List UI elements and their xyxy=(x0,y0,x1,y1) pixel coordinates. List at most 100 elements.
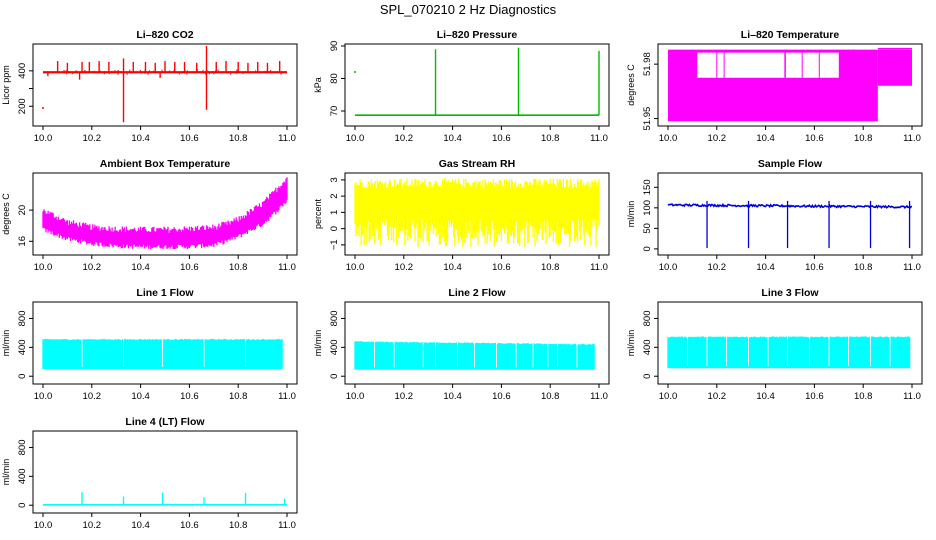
line1-xtick-label: 10.2 xyxy=(83,391,102,402)
pressure-ytick-label: 80 xyxy=(329,73,340,84)
line4-ylabel: ml/min xyxy=(1,459,11,486)
pressure-xtick-label: 10.2 xyxy=(395,133,414,144)
licor_temp-panel: Li–820 Temperature degrees C 10.0 10.2 10.4 1… xyxy=(626,29,923,144)
figure-title: SPL_070210 2 Hz Diagnostics xyxy=(379,2,557,17)
co2-point xyxy=(42,107,44,110)
co2-xtick-label: 10.0 xyxy=(34,133,53,144)
sample_flow-xtick-label: 10.0 xyxy=(659,262,678,273)
line2-xtick-label: 10.8 xyxy=(541,391,560,402)
line1-frame xyxy=(32,301,298,385)
line4-xtick-label: 10.0 xyxy=(34,520,53,531)
sample-flow-line xyxy=(667,202,913,210)
line1-xtick-label: 11.0 xyxy=(278,391,296,402)
co2-ylabel: Licor ppm xyxy=(1,65,11,105)
pressure-xtick-label: 10.0 xyxy=(346,133,365,144)
line4-ytick-label: 0 xyxy=(17,503,28,508)
rh-band xyxy=(354,178,600,248)
sample_flow-xtick-label: 10.8 xyxy=(854,262,873,273)
licor_temp-series xyxy=(668,47,912,122)
box_temp-series xyxy=(42,177,288,250)
licor_temp-ytick-label: 51.95 xyxy=(642,107,653,131)
line2-frame xyxy=(344,301,610,385)
line3-xtick-label: 10.6 xyxy=(805,391,824,402)
co2-panel: Li–820 CO2 Licor ppm 10.0 10.2 10.4 10.6 10.8 1… xyxy=(1,29,298,144)
licor-temp-right-block xyxy=(877,49,912,86)
co2-xtick-label: 10.4 xyxy=(131,133,150,144)
rh-ytick-label: 3 xyxy=(329,177,340,182)
line2-band xyxy=(354,341,595,370)
line2-ytick-label: 800 xyxy=(329,311,340,327)
line1-band xyxy=(42,338,283,369)
licor_temp-ytick-label: 51.98 xyxy=(642,52,653,76)
sample_flow-title: Sample Flow xyxy=(758,158,823,170)
line2-ylabel: ml/min xyxy=(313,330,323,357)
line3-ytick-label: 800 xyxy=(642,311,653,327)
line1-ytick-label: 400 xyxy=(17,339,28,355)
sample_flow-ytick-label: 0 xyxy=(642,246,653,251)
pressure-frame xyxy=(344,43,610,127)
line3-xtick-label: 10.4 xyxy=(756,391,775,402)
box_temp-xtick-label: 10.8 xyxy=(229,262,248,273)
rh-xtick-label: 10.0 xyxy=(346,262,365,273)
line3-band xyxy=(667,336,911,369)
rh-xtick-label: 10.4 xyxy=(443,262,462,273)
line1-title: Line 1 Flow xyxy=(136,287,194,299)
sample_flow-xtick-label: 10.4 xyxy=(756,262,775,273)
box_temp-xtick-label: 10.2 xyxy=(83,262,102,273)
pressure-xtick-label: 11.0 xyxy=(590,133,608,144)
rh-panel: Gas Stream RH percent 10.0 10.2 10.4 10.6 10.8… xyxy=(313,158,610,273)
licor_temp-xtick-label: 10.6 xyxy=(805,133,824,144)
rh-xtick-label: 10.6 xyxy=(492,262,511,273)
sample_flow-ytick-label: 150 xyxy=(642,179,653,195)
sample_flow-xtick-label: 10.2 xyxy=(708,262,727,273)
licor_temp-xtick-label: 11.0 xyxy=(903,133,921,144)
line3-ylabel: ml/min xyxy=(626,330,636,357)
co2-ytick-label: 200 xyxy=(17,98,28,114)
licor_temp-xtick-label: 10.8 xyxy=(854,133,873,144)
line1-xtick-label: 10.4 xyxy=(131,391,150,402)
box_temp-xtick-label: 10.6 xyxy=(180,262,199,273)
pressure-xtick-label: 10.8 xyxy=(541,133,560,144)
line4-frame xyxy=(32,430,298,514)
rh-ytick-label: 2 xyxy=(329,193,340,198)
licor_temp-xtick-label: 10.0 xyxy=(659,133,678,144)
line3-xtick-label: 10.0 xyxy=(659,391,678,402)
line2-title: Line 2 Flow xyxy=(448,287,506,299)
box_temp-ylabel: degrees C xyxy=(1,193,11,235)
pressure-point xyxy=(354,71,356,73)
licor_temp-xtick-label: 10.4 xyxy=(756,133,775,144)
line1-xtick-label: 10.8 xyxy=(229,391,248,402)
line1-xtick-label: 10.6 xyxy=(180,391,199,402)
line3-ytick-label: 0 xyxy=(642,374,653,379)
line2-xtick-label: 10.6 xyxy=(492,391,511,402)
line2-series xyxy=(354,340,595,370)
box_temp-frame xyxy=(32,172,298,256)
co2-xtick-label: 10.2 xyxy=(83,133,102,144)
box_temp-ytick-label: 16 xyxy=(17,236,28,247)
licor_temp-ylabel: degrees C xyxy=(626,64,636,106)
line2-xtick-label: 10.2 xyxy=(395,391,414,402)
line3-xtick-label: 10.2 xyxy=(708,391,727,402)
line2-xtick-label: 10.4 xyxy=(443,391,462,402)
line4-xtick-label: 10.2 xyxy=(83,520,102,531)
licor_temp-xtick-label: 10.2 xyxy=(708,133,727,144)
line4-series xyxy=(43,492,287,506)
line2-xtick-label: 10.0 xyxy=(346,391,365,402)
line3-ytick-label: 400 xyxy=(642,339,653,355)
sample_flow-frame xyxy=(657,172,923,256)
rh-xtick-label: 11.0 xyxy=(590,262,608,273)
box_temp-xtick-label: 11.0 xyxy=(278,262,296,273)
rh-title: Gas Stream RH xyxy=(439,158,515,170)
line2-ytick-label: 0 xyxy=(329,374,340,379)
licor-temp-gap xyxy=(697,52,839,78)
line4-panel: Line 4 (LT) Flow ml/min 10.0 10.2 10.4 10.6 10… xyxy=(1,416,298,531)
line1-ytick-label: 0 xyxy=(17,374,28,379)
line4-ytick-label: 400 xyxy=(17,468,28,484)
pressure-ytick-label: 70 xyxy=(329,106,340,117)
line1-xtick-label: 10.0 xyxy=(34,391,53,402)
line3-frame xyxy=(657,301,923,385)
pressure-title: Li–820 Pressure xyxy=(437,29,518,41)
rh-ytick-label: 0 xyxy=(329,226,340,231)
rh-frame xyxy=(344,172,610,256)
co2-xtick-label: 10.8 xyxy=(229,133,248,144)
